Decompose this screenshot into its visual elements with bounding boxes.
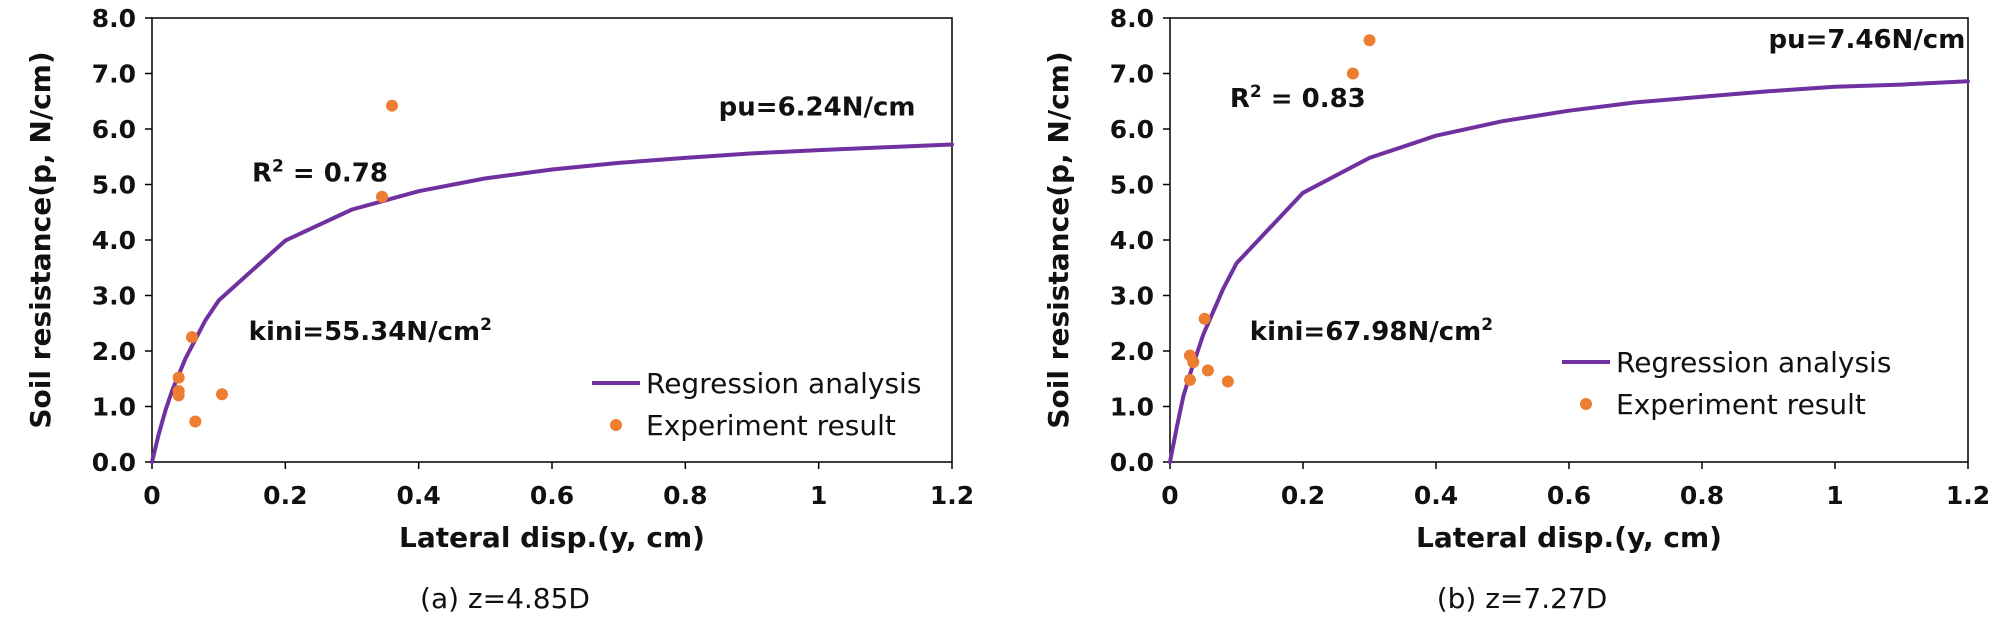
annotation-label: pu=6.24N/cm [719, 93, 916, 123]
experiment-point [1363, 34, 1376, 47]
y-tick-label: 7.0 [92, 60, 136, 89]
y-tick-label: 1.0 [92, 393, 136, 422]
annotation-label: kini=67.98N/cm2 [1250, 315, 1493, 347]
chart-b: 0.0 1.0 2.0 3.0 4.0 5.0 6.0 7.0 8.0 0 0.2 0.4 0.6 0.8… [1042, 4, 1990, 615]
x-tick-label: 0.2 [1281, 481, 1325, 510]
y-tick-label: 0.0 [1110, 448, 1154, 477]
y-tick-label: 3.0 [1110, 282, 1154, 311]
y-tick-label: 6.0 [92, 115, 136, 144]
y-tick-label: 4.0 [1110, 226, 1154, 255]
x-axis-title: Lateral disp.(y, cm) [1416, 521, 1722, 554]
y-tick-label: 7.0 [1110, 60, 1154, 89]
y-tick-label: 2.0 [92, 337, 136, 366]
experiment-point [172, 384, 185, 397]
x-tick-label: 0.6 [530, 481, 574, 510]
experiment-point [1346, 67, 1359, 80]
experiment-point [1187, 356, 1200, 369]
y-tick-label: 8.0 [1110, 4, 1154, 33]
x-tick-label: 0.2 [263, 481, 307, 510]
subfigure-caption: (a) z=4.85D [420, 582, 590, 615]
annotation-label: pu=7.46N/cm [1769, 25, 1966, 55]
legend-entry-label: Experiment result [1616, 388, 1866, 421]
legend-marker-swatch [1580, 398, 1592, 410]
y-tick-label: 2.0 [1110, 337, 1154, 366]
experiment-point [189, 415, 202, 428]
y-tick-label: 8.0 [92, 4, 136, 33]
y-tick-label: 5.0 [92, 171, 136, 200]
x-tick-label: 0.6 [1547, 481, 1591, 510]
y-axis-title: Soil resistance(p, N/cm) [1042, 51, 1075, 428]
annotation-label: kini=55.34N/cm2 [249, 315, 492, 347]
legend-entry-label: Regression analysis [1616, 346, 1891, 379]
legend: Regression analysis Experiment result [592, 367, 921, 442]
x-tick-label: 0.4 [1414, 481, 1458, 510]
x-tick-label: 0.4 [397, 481, 441, 510]
experiment-point [216, 388, 228, 401]
experiment-point [1221, 375, 1234, 388]
experiment-point [1198, 312, 1211, 325]
legend-marker-swatch [610, 419, 622, 431]
experiment-point [1201, 364, 1214, 377]
x-axis-title: Lateral disp.(y, cm) [399, 521, 705, 554]
experiment-point [376, 190, 388, 203]
subfigure-caption: (b) z=7.27D [1437, 582, 1608, 615]
y-tick-label: 6.0 [1110, 115, 1154, 144]
experiment-point [186, 331, 198, 344]
x-tick-label: 0.8 [663, 481, 707, 510]
y-tick-label: 5.0 [1110, 171, 1154, 200]
experiment-point [172, 371, 185, 384]
legend-entry-label: Experiment result [646, 409, 896, 442]
y-axis-title: Soil resistance(p, N/cm) [24, 51, 57, 428]
y-tick-label: 1.0 [1110, 393, 1154, 422]
annotation-label: R2 = 0.83 [1230, 82, 1366, 114]
y-tick-label: 4.0 [92, 226, 136, 255]
experiment-point [386, 99, 398, 112]
x-tick-label: 1.2 [1946, 481, 1990, 510]
chart-a: 0.0 1.0 2.0 3.0 4.0 5.0 6.0 7.0 8.0 0 0.2 0.4 0.6 0.8… [24, 4, 974, 615]
legend: Regression analysis Experiment result [1562, 346, 1891, 421]
x-tick-label: 1 [810, 481, 827, 510]
x-tick-label: 0 [143, 481, 160, 510]
y-tick-label: 0.0 [92, 448, 136, 477]
x-tick-label: 0 [1161, 481, 1178, 510]
y-tick-label: 3.0 [92, 282, 136, 311]
x-tick-label: 1.2 [930, 481, 974, 510]
x-tick-label: 1 [1826, 481, 1843, 510]
experiment-point [1183, 373, 1196, 386]
legend-entry-label: Regression analysis [646, 367, 921, 400]
x-tick-label: 0.8 [1680, 481, 1724, 510]
annotation-label: R2 = 0.78 [252, 157, 388, 189]
